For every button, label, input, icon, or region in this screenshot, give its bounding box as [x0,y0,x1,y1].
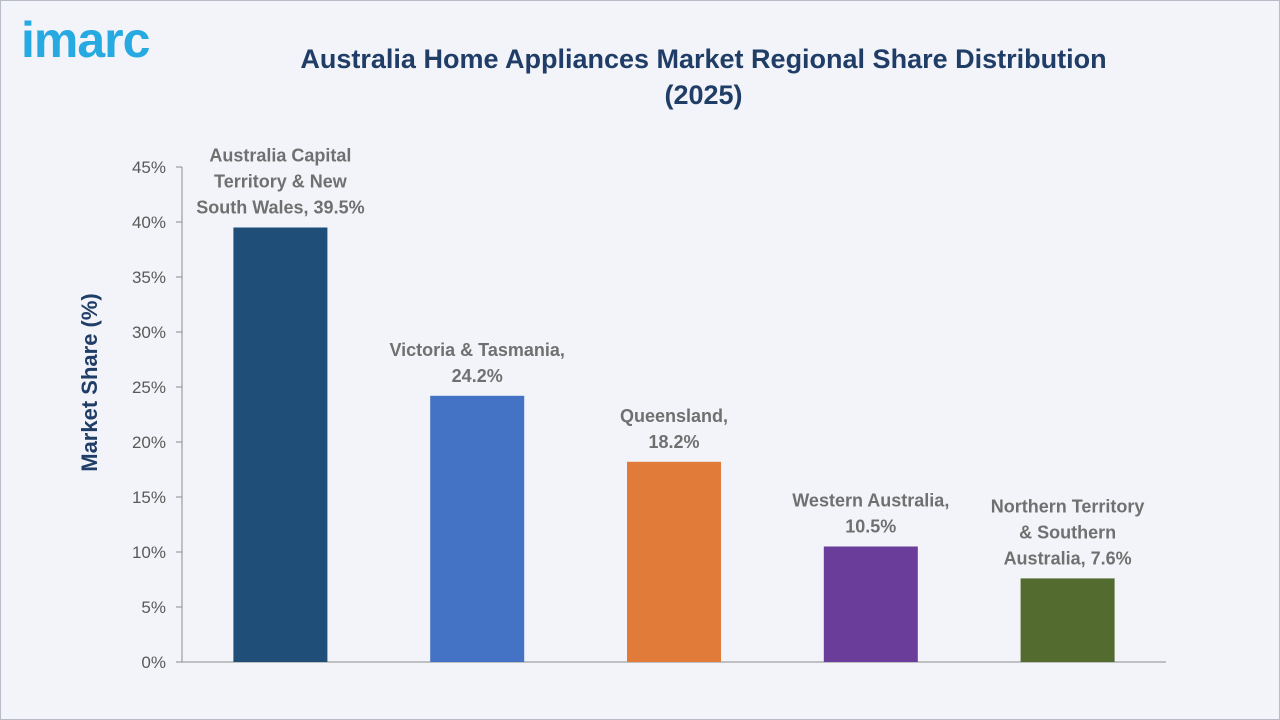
data-label: Territory & New [214,172,348,192]
data-label: Northern Territory [991,496,1145,516]
y-tick-label: 10% [132,543,166,562]
y-tick-label: 40% [132,213,166,232]
y-tick-label: 35% [132,268,166,287]
chart-title: Australia Home Appliances Market Regiona… [300,44,1107,110]
data-label: Queensland, [620,406,728,426]
data-label: South Wales, 39.5% [196,198,364,218]
data-label: Victoria & Tasmania, [389,340,564,360]
y-tick-label: 30% [132,323,166,342]
data-label: Australia Capital [209,146,351,166]
data-label: & Southern [1019,522,1116,542]
data-label: 24.2% [452,366,503,386]
bar-1 [233,227,328,662]
y-tick-label: 5% [141,598,166,617]
imarc-logo: imarc [21,12,150,68]
bar-2 [430,395,525,662]
y-tick-label: 15% [132,488,166,507]
bar-4 [823,546,918,662]
y-axis-title: Market Share (%) [77,293,102,472]
data-label: 10.5% [845,517,896,537]
y-tick-label: 20% [132,433,166,452]
y-tick-label: 0% [141,653,166,672]
y-tick-label: 45% [132,158,166,177]
data-label: Western Australia, [792,491,949,511]
bar-5 [1020,578,1115,662]
bar-3 [627,461,721,662]
y-tick-label: 25% [132,378,166,397]
data-label: Australia, 7.6% [1004,548,1132,568]
data-label: 18.2% [648,432,699,452]
